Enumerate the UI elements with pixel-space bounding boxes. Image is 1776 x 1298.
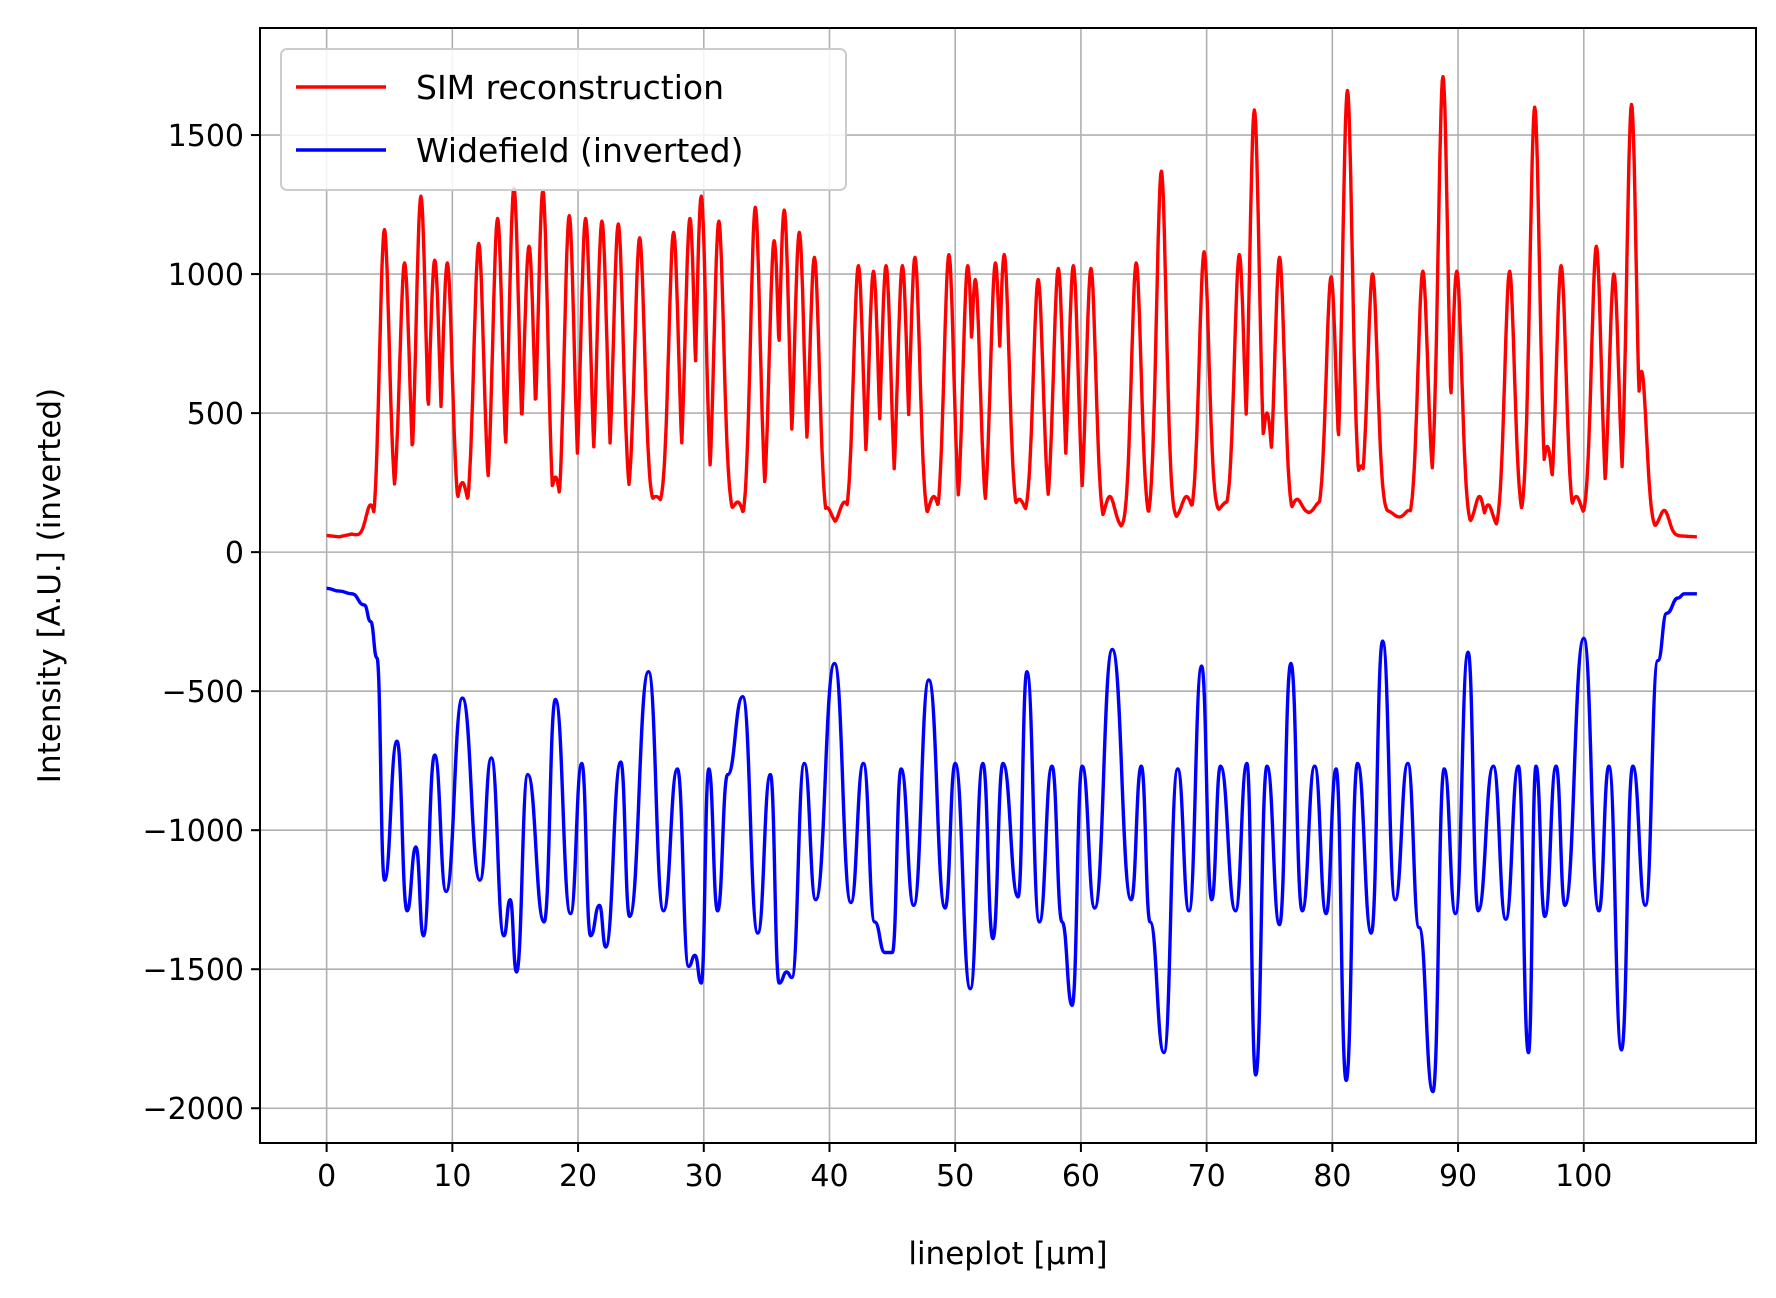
x-tick-label: 30	[685, 1159, 723, 1194]
x-tick-label: 70	[1188, 1159, 1226, 1194]
series-line-sim-reconstruction	[325, 75, 1698, 539]
plot-frame	[259, 27, 1757, 1144]
x-tick-label: 60	[1062, 1159, 1100, 1194]
y-tick-label: −2000	[143, 1092, 244, 1127]
y-tick-label: 0	[225, 536, 244, 571]
x-axis-ticks: 0 10 20 30 40 50 60 70 80 90 100	[317, 1143, 1612, 1194]
x-tick-label: 40	[810, 1159, 848, 1194]
series-line-widefield-inverted	[326, 586, 1697, 1094]
x-tick-label: 80	[1313, 1159, 1351, 1194]
legend-entry-sim: SIM reconstruction	[416, 68, 724, 107]
y-tick-label: −1500	[143, 953, 244, 988]
y-tick-label: −1000	[143, 814, 244, 849]
x-tick-label: 50	[936, 1159, 974, 1194]
y-tick-label: 1500	[168, 119, 244, 154]
x-tick-label: 100	[1555, 1159, 1612, 1194]
x-tick-label: 0	[317, 1159, 336, 1194]
y-tick-label: 1000	[168, 258, 244, 293]
y-axis-ticks: −2000 −1500 −1000 −500 0 500 1000 1500	[143, 119, 260, 1127]
y-axis-label: Intensity [A.U.] (inverted)	[32, 388, 68, 783]
x-tick-label: 10	[433, 1159, 471, 1194]
series-layer	[325, 75, 1698, 1094]
y-tick-label: 500	[187, 397, 244, 432]
legend-box	[280, 48, 847, 191]
x-tick-label: 20	[559, 1159, 597, 1194]
grid-lines	[260, 28, 1756, 1143]
x-axis-label: lineplot [µm]	[908, 1236, 1107, 1272]
legend-entry-widefield: Widefield (inverted)	[416, 131, 743, 170]
legend: SIM reconstruction Widefield (inverted)	[280, 48, 847, 191]
y-tick-label: −500	[162, 675, 244, 710]
x-tick-label: 90	[1439, 1159, 1477, 1194]
